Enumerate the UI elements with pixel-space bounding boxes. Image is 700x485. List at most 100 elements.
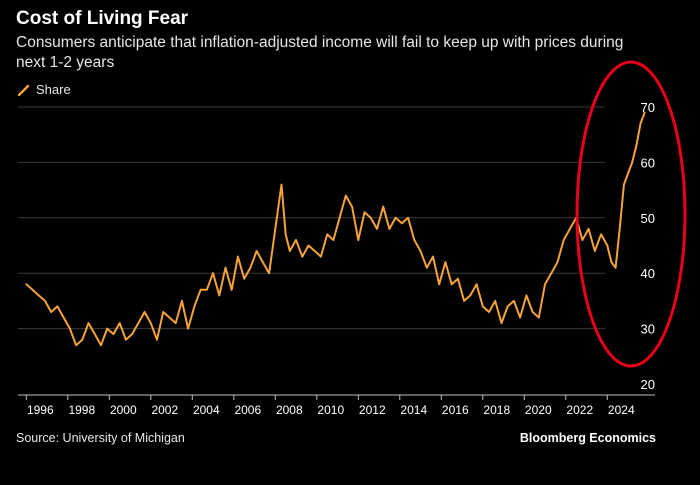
data-point	[531, 311, 534, 313]
data-point	[75, 344, 77, 347]
data-point	[425, 266, 428, 269]
data-point	[488, 311, 490, 313]
data-point	[525, 294, 528, 297]
data-point	[631, 161, 634, 164]
data-point	[332, 239, 335, 241]
data-point	[313, 250, 316, 252]
data-point	[218, 294, 221, 297]
data-point	[432, 255, 434, 258]
data-point	[174, 322, 177, 324]
data-point	[635, 144, 638, 147]
data-point	[143, 311, 146, 313]
y-tick-label: 50	[641, 211, 655, 226]
data-point	[382, 205, 385, 208]
data-point	[81, 338, 84, 341]
data-point	[610, 261, 613, 263]
data-point	[284, 233, 287, 236]
data-point	[614, 266, 617, 269]
highlight-ellipse	[575, 60, 687, 368]
data-point	[199, 288, 202, 291]
x-tick-label: 2002	[151, 403, 178, 417]
x-tick-label: 2012	[359, 403, 386, 417]
y-tick-label: 60	[641, 155, 655, 170]
share-button[interactable]: Share	[18, 82, 71, 97]
data-point	[569, 228, 571, 230]
data-point	[112, 333, 115, 335]
data-point	[606, 244, 609, 247]
data-point	[131, 333, 134, 335]
y-tick-label: 40	[641, 266, 655, 281]
x-tick-label: 1996	[27, 403, 54, 417]
data-point	[513, 300, 515, 302]
data-point	[643, 111, 646, 114]
data-point	[274, 228, 277, 230]
data-point	[450, 283, 453, 286]
data-point	[100, 344, 102, 347]
data-point	[25, 283, 28, 286]
data-point	[280, 183, 283, 186]
x-tick-label: 2004	[193, 403, 220, 417]
data-point	[593, 250, 596, 252]
data-point	[457, 277, 459, 280]
data-point	[255, 250, 258, 252]
data-point	[600, 233, 602, 236]
source-note: Source: University of Michigan	[16, 431, 185, 445]
data-point	[587, 228, 590, 230]
data-point	[137, 322, 140, 324]
data-point	[181, 300, 183, 302]
data-point	[369, 216, 372, 219]
x-tick-label: 2024	[608, 403, 635, 417]
data-point	[627, 172, 629, 175]
data-point	[556, 261, 559, 263]
data-point	[106, 327, 109, 330]
data-point	[618, 228, 621, 230]
data-point	[295, 239, 297, 241]
data-point	[438, 283, 441, 286]
data-point	[212, 272, 214, 275]
data-point	[87, 322, 90, 324]
data-point	[56, 305, 59, 308]
data-point	[475, 283, 478, 286]
data-point	[168, 316, 171, 319]
data-point	[394, 216, 397, 219]
data-point	[125, 338, 127, 341]
data-point	[537, 316, 540, 319]
data-point	[338, 216, 341, 219]
data-point	[237, 255, 239, 258]
data-point	[243, 277, 246, 280]
data-point	[118, 322, 121, 324]
data-point	[224, 266, 227, 269]
data-point	[444, 261, 447, 263]
data-point	[357, 239, 360, 241]
data-point	[31, 288, 34, 291]
data-point	[419, 250, 422, 252]
data-point	[363, 211, 366, 214]
data-point	[500, 322, 503, 324]
data-point	[351, 205, 353, 208]
data-point	[93, 333, 96, 335]
data-point	[519, 316, 521, 319]
data-point	[268, 272, 270, 275]
data-point	[623, 183, 625, 186]
data-point	[205, 288, 208, 291]
data-point	[261, 261, 264, 263]
data-point	[187, 327, 190, 330]
x-tick-label: 2022	[566, 403, 593, 417]
x-tick-label: 1998	[68, 403, 95, 417]
data-point	[469, 294, 472, 297]
data-point	[249, 266, 252, 269]
data-point	[62, 316, 65, 319]
data-point	[230, 288, 233, 291]
data-point	[639, 122, 642, 125]
x-tick-label: 2000	[110, 403, 137, 417]
data-point	[149, 322, 152, 324]
data-point	[562, 239, 565, 241]
x-tick-label: 2008	[276, 403, 303, 417]
data-point	[162, 311, 165, 313]
data-point	[550, 272, 553, 275]
data-point	[401, 222, 403, 225]
data-point	[326, 233, 329, 236]
brand-label: Bloomberg Economics	[519, 431, 656, 445]
share-label: Share	[36, 82, 71, 97]
data-point	[69, 327, 71, 330]
